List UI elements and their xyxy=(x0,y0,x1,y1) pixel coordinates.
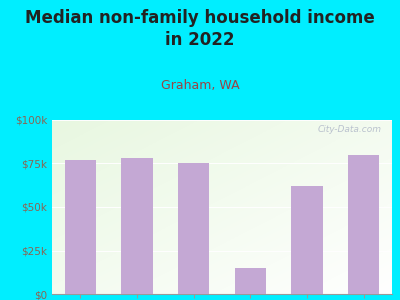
Bar xyxy=(65,160,96,294)
Text: Graham, WA: Graham, WA xyxy=(161,80,239,92)
Bar xyxy=(235,268,266,294)
Bar xyxy=(348,155,379,294)
Bar xyxy=(122,158,152,294)
Bar xyxy=(178,164,209,294)
Text: City-Data.com: City-Data.com xyxy=(318,125,382,134)
Bar xyxy=(292,186,322,294)
Text: Median non-family household income
in 2022: Median non-family household income in 20… xyxy=(25,9,375,49)
